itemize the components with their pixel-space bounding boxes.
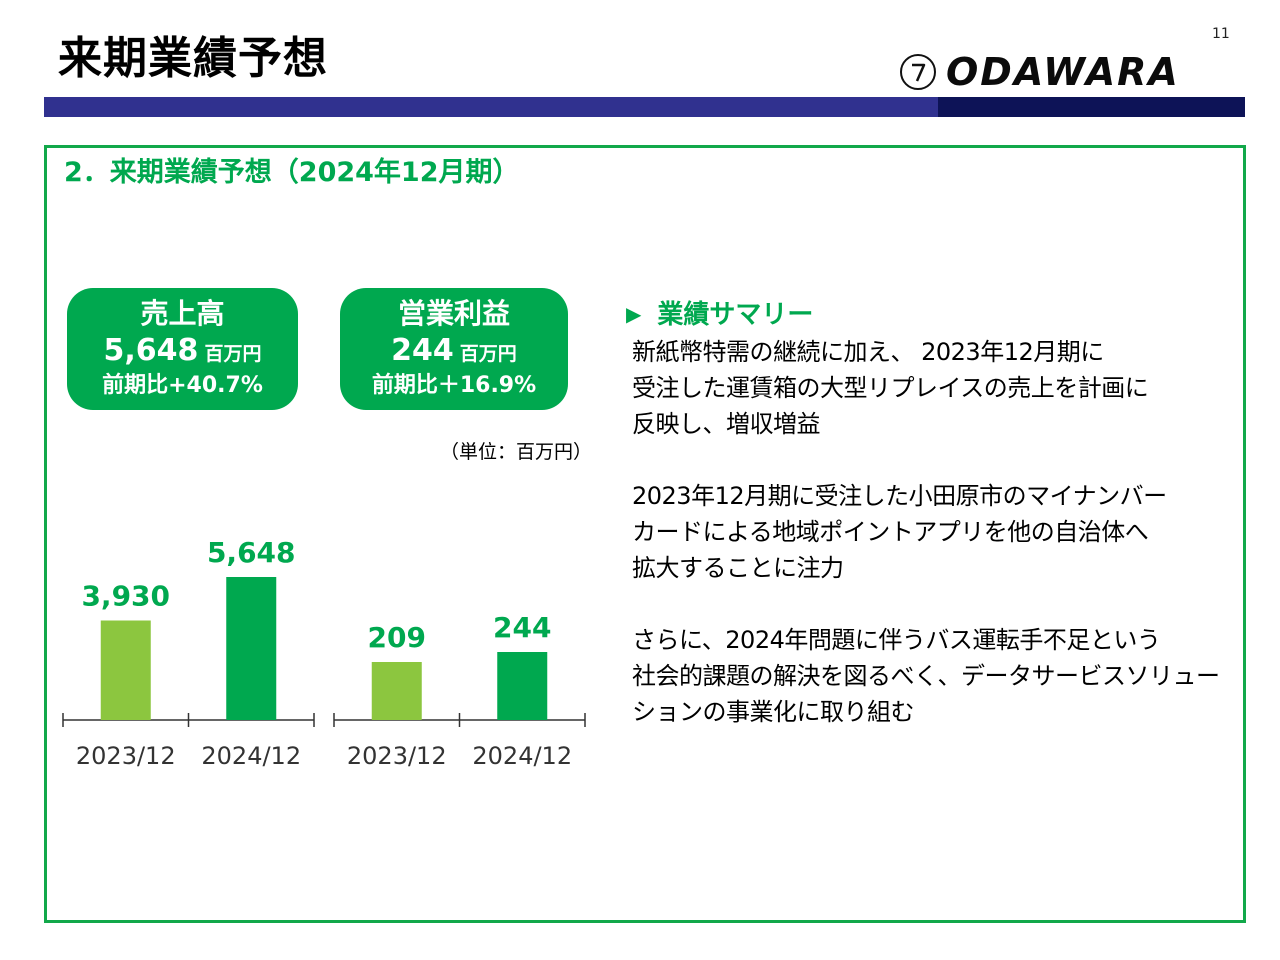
unit-note: （単位：百万円）: [440, 441, 593, 463]
odawara-logo-mark-icon: [900, 54, 936, 90]
odawara-logo-text: ODAWARA: [946, 50, 1180, 94]
chart-bar: [226, 577, 277, 720]
chart-data-label: 3,930: [81, 579, 170, 612]
chart-bar: [371, 662, 422, 720]
kpi-card-operating-profit: 営業利益 244 百万円 前期比＋16.9%: [340, 288, 568, 410]
kpi-card-sales: 売上高 5,648 百万円 前期比+40.7%: [67, 288, 298, 410]
summary-line: 拡大することに注力: [632, 554, 844, 582]
chart-category-label: 2023/12: [347, 742, 447, 770]
summary-line: カードによる地域ポイントアプリを他の自治体へ: [632, 518, 1149, 546]
summary-heading: ▶ 業績サマリー: [626, 297, 813, 332]
summary-heading-label: 業績サマリー: [657, 300, 814, 330]
kpi-sales-value: 5,648: [103, 333, 199, 368]
kpi-profit-unit: 百万円: [459, 343, 517, 365]
header-bar-accent: [938, 97, 1245, 117]
chart-bar: [100, 620, 151, 720]
summary-paragraph: さらに、2024年問題に伴うバス運転手不足という 社会的課題の解決を図るべく、デ…: [632, 622, 1232, 730]
summary-line: ションの事業化に取り組む: [632, 698, 915, 726]
chart-bar: [497, 652, 548, 720]
chart-data-label: 5,648: [207, 536, 296, 569]
kpi-profit-title: 営業利益: [397, 297, 510, 330]
content-frame: [44, 145, 1246, 923]
summary-paragraph: 新紙幣特需の継続に加え、 2023年12月期に 受注した運賃箱の大型リプレイスの…: [632, 334, 1232, 442]
bar-charts: 3,930 2023/12 5,648 2024/12 209 2023/12 244 202…: [62, 536, 586, 770]
summary-paragraph: 2023年12月期に受注した小田原市のマイナンバー カードによる地域ポイントアプ…: [632, 478, 1232, 586]
page-title: 来期業績予想: [58, 33, 328, 84]
chart-data-label: 244: [493, 611, 551, 644]
summary-body: 新紙幣特需の継続に加え、 2023年12月期に 受注した運賃箱の大型リプレイスの…: [632, 334, 1232, 766]
summary-line: さらに、2024年問題に伴うバス運転手不足という: [632, 626, 1161, 654]
triangle-right-icon: ▶: [626, 302, 642, 326]
kpi-sales-title: 売上高: [140, 297, 225, 330]
odawara-logo: ODAWARA: [900, 50, 1240, 94]
kpi-sales-unit: 百万円: [204, 343, 262, 365]
chart-data-label: 209: [368, 621, 426, 654]
chart-category-label: 2023/12: [76, 742, 176, 770]
kpi-sales-change: 前期比+40.7%: [102, 373, 263, 398]
summary-line: 受注した運賃箱の大型リプレイスの売上を計画に: [632, 374, 1149, 402]
page-number: 11: [1212, 26, 1230, 42]
header-bar-primary: [44, 97, 938, 117]
kpi-sales-value-row: 5,648 百万円: [67, 334, 298, 372]
chart-category-label: 2024/12: [472, 742, 572, 770]
chart-category-label: 2024/12: [201, 742, 301, 770]
summary-line: 2023年12月期に受注した小田原市のマイナンバー: [632, 482, 1167, 510]
kpi-profit-value-row: 244 百万円: [340, 334, 568, 372]
summary-line: 社会的課題の解決を図るべく、データサービスソリュー: [632, 662, 1220, 690]
kpi-profit-change: 前期比＋16.9%: [371, 373, 537, 398]
header-bar: [44, 97, 1245, 117]
summary-line: 反映し、増収増益: [632, 410, 821, 438]
summary-line: 新紙幣特需の継続に加え、 2023年12月期に: [632, 338, 1104, 366]
section-heading: 2．来期業績予想（2024年12月期）: [64, 157, 520, 188]
kpi-profit-value: 244: [391, 333, 454, 368]
